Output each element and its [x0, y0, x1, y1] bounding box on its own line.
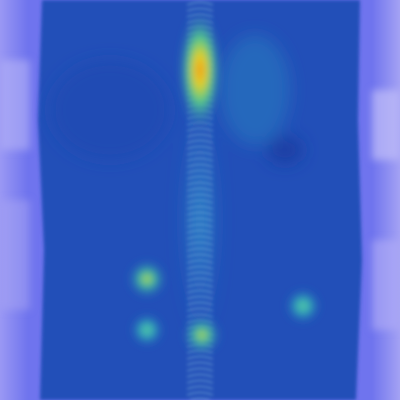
side-blobs [0, 60, 400, 330]
activation-spots [127, 10, 321, 355]
